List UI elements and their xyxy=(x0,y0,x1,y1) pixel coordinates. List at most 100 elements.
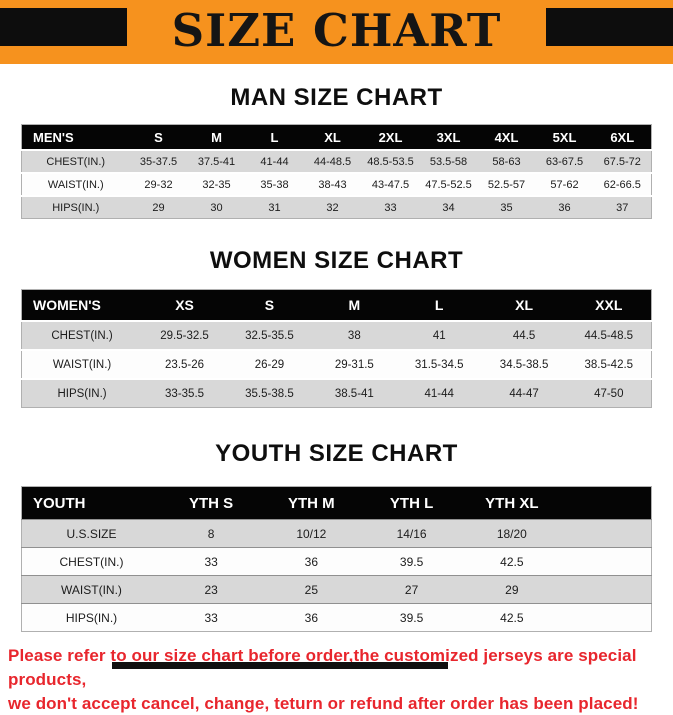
footer-line-2: we don't accept cancel, change, teturn o… xyxy=(8,693,639,713)
size-cell: 48.5-53.5 xyxy=(367,155,414,168)
table-header-row: WOMEN'S XS S M L XL XXL xyxy=(21,289,652,321)
row-label: U.S.SIZE xyxy=(66,526,117,541)
footer-note: Please refer to our size chart before or… xyxy=(0,644,673,715)
row-label: WAIST(IN.) xyxy=(61,582,122,597)
size-cell: 44-47 xyxy=(509,387,539,400)
row-label: CHEST(IN.) xyxy=(51,329,113,342)
size-cell: 33 xyxy=(384,201,397,214)
size-cell: 41-44 xyxy=(260,155,289,168)
column-header: YTH L xyxy=(361,486,462,520)
size-cell: 35 xyxy=(500,201,513,214)
row-label: HIPS(IN.) xyxy=(52,201,100,214)
size-cell: 44-48.5 xyxy=(313,155,352,168)
section-heading: MAN SIZE CHART xyxy=(230,84,443,111)
size-cell: 57-62 xyxy=(550,178,579,191)
column-header: L xyxy=(396,289,482,321)
size-cell: 25 xyxy=(304,582,319,597)
size-cell: 33 xyxy=(204,610,218,625)
row-label: HIPS(IN.) xyxy=(65,610,118,625)
section-youth-size-chart: YOUTH SIZE CHART YOUTH YTH S YTH M YTH L YTH … xyxy=(0,440,673,632)
size-table: MEN'S S M L XL 2XL 3XL 4XL 5XL 6XL CHEST(IN.) 35-37… xyxy=(21,124,652,219)
section-heading: YOUTH SIZE CHART xyxy=(215,440,458,467)
column-header: L xyxy=(245,124,304,150)
size-cell: 41-44 xyxy=(424,387,454,400)
size-cell: 23 xyxy=(204,582,218,597)
column-header: XS xyxy=(142,289,227,321)
column-header: YTH XL xyxy=(461,486,562,520)
size-cell: 42.5 xyxy=(500,554,524,569)
size-cell: 34.5-38.5 xyxy=(499,358,549,371)
table-header-row: MEN'S S M L XL 2XL 3XL 4XL 5XL 6XL xyxy=(21,124,652,150)
size-table: YOUTH YTH S YTH M YTH L YTH XL U.S.SIZE 8 10/12… xyxy=(21,486,652,632)
size-cell: 44.5 xyxy=(512,329,536,342)
size-cell: 32.5-35.5 xyxy=(245,329,294,342)
section-man-size-chart: MAN SIZE CHART MEN'S S M L XL 2XL 3XL 4XL 5XL 6XL C… xyxy=(0,84,673,219)
size-cell: 38-43 xyxy=(318,178,347,191)
row-label: WAIST(IN.) xyxy=(52,358,112,371)
size-cell: 42.5 xyxy=(500,610,524,625)
size-cell xyxy=(562,548,652,576)
column-header: 3XL xyxy=(419,124,478,150)
size-cell: 39.5 xyxy=(399,554,424,569)
size-cell: 29 xyxy=(505,582,519,597)
table-corner-header: YOUTH xyxy=(21,486,161,520)
size-cell xyxy=(562,520,652,548)
row-label: CHEST(IN.) xyxy=(46,155,106,168)
size-cell: 23.5-26 xyxy=(165,358,205,371)
size-cell: 32-35 xyxy=(202,178,231,191)
row-label: WAIST(IN.) xyxy=(47,178,104,191)
size-cell: 36 xyxy=(304,610,319,625)
size-cell: 47.5-52.5 xyxy=(425,178,472,191)
size-cell: 62-66.5 xyxy=(603,178,641,191)
table-corner-header: WOMEN'S xyxy=(21,289,143,321)
size-cell: 29 xyxy=(152,201,165,214)
table-row: HIPS(IN.) 33-35.5 35.5-38.5 38.5-41 41-44 44-… xyxy=(21,379,652,408)
column-header: 6XL xyxy=(593,124,652,150)
size-cell: 38 xyxy=(347,329,361,342)
column-header: M xyxy=(311,289,397,321)
column-header: 4XL xyxy=(477,124,536,150)
column-header: XXL xyxy=(566,289,652,321)
banner-corner-left-block xyxy=(0,8,127,46)
size-cell: 27 xyxy=(404,582,419,597)
size-cell: 63-67.5 xyxy=(545,155,584,168)
size-cell: 18/20 xyxy=(496,526,527,541)
banner: SIZE CHART xyxy=(0,0,673,64)
size-cell: 38.5-41 xyxy=(334,387,374,400)
size-cell xyxy=(562,576,652,604)
size-cell: 33-35.5 xyxy=(165,387,205,400)
banner-corner-right-block xyxy=(546,8,673,46)
size-cell: 29.5-32.5 xyxy=(160,329,209,342)
blank-header-cell xyxy=(561,486,652,520)
size-table: WOMEN'S XS S M L XL XXL CHEST(IN.) 29.5-32.5 32.5… xyxy=(21,289,652,408)
size-cell: 36 xyxy=(558,201,571,214)
column-header: YTH S xyxy=(161,486,262,520)
size-cell: 29-32 xyxy=(144,178,173,191)
column-header: YTH M xyxy=(261,486,362,520)
size-cell: 32 xyxy=(326,201,339,214)
size-cell: 8 xyxy=(207,526,215,541)
row-label: HIPS(IN.) xyxy=(57,387,107,400)
size-cell: 10/12 xyxy=(296,526,327,541)
table-header-row: YOUTH YTH S YTH M YTH L YTH XL xyxy=(21,486,652,520)
table-row: CHEST(IN.) 29.5-32.5 32.5-35.5 38 41 44.5 44.5… xyxy=(21,321,652,350)
page-title: SIZE CHART xyxy=(171,4,502,57)
size-cell: 38.5-42.5 xyxy=(584,358,634,371)
size-cell: 14/16 xyxy=(396,526,427,541)
table-row: U.S.SIZE 8 10/12 14/16 18/20 xyxy=(21,519,652,548)
section-heading: WOMEN SIZE CHART xyxy=(209,247,464,274)
size-cell: 67.5-72 xyxy=(603,155,641,168)
table-row: HIPS(IN.) 29 30 31 32 33 34 35 36 37 xyxy=(21,196,652,219)
size-cell: 43-47.5 xyxy=(371,178,410,191)
column-header: S xyxy=(226,289,312,321)
table-row: WAIST(IN.) 29-32 32-35 35-38 38-43 43-47.5 47.… xyxy=(21,173,652,196)
table-row: WAIST(IN.) 23 25 27 29 xyxy=(21,575,652,604)
size-cell: 41 xyxy=(432,329,446,342)
table-row: WAIST(IN.) 23.5-26 26-29 29-31.5 31.5-34.5 34… xyxy=(21,350,652,379)
size-cell: 31.5-34.5 xyxy=(414,358,464,371)
bottom-black-strip xyxy=(112,662,448,669)
table-row: CHEST(IN.) 33 36 39.5 42.5 xyxy=(21,547,652,576)
table-row: CHEST(IN.) 35-37.5 37.5-41 41-44 44-48.5 48.5… xyxy=(21,150,652,173)
column-header: S xyxy=(129,124,188,150)
